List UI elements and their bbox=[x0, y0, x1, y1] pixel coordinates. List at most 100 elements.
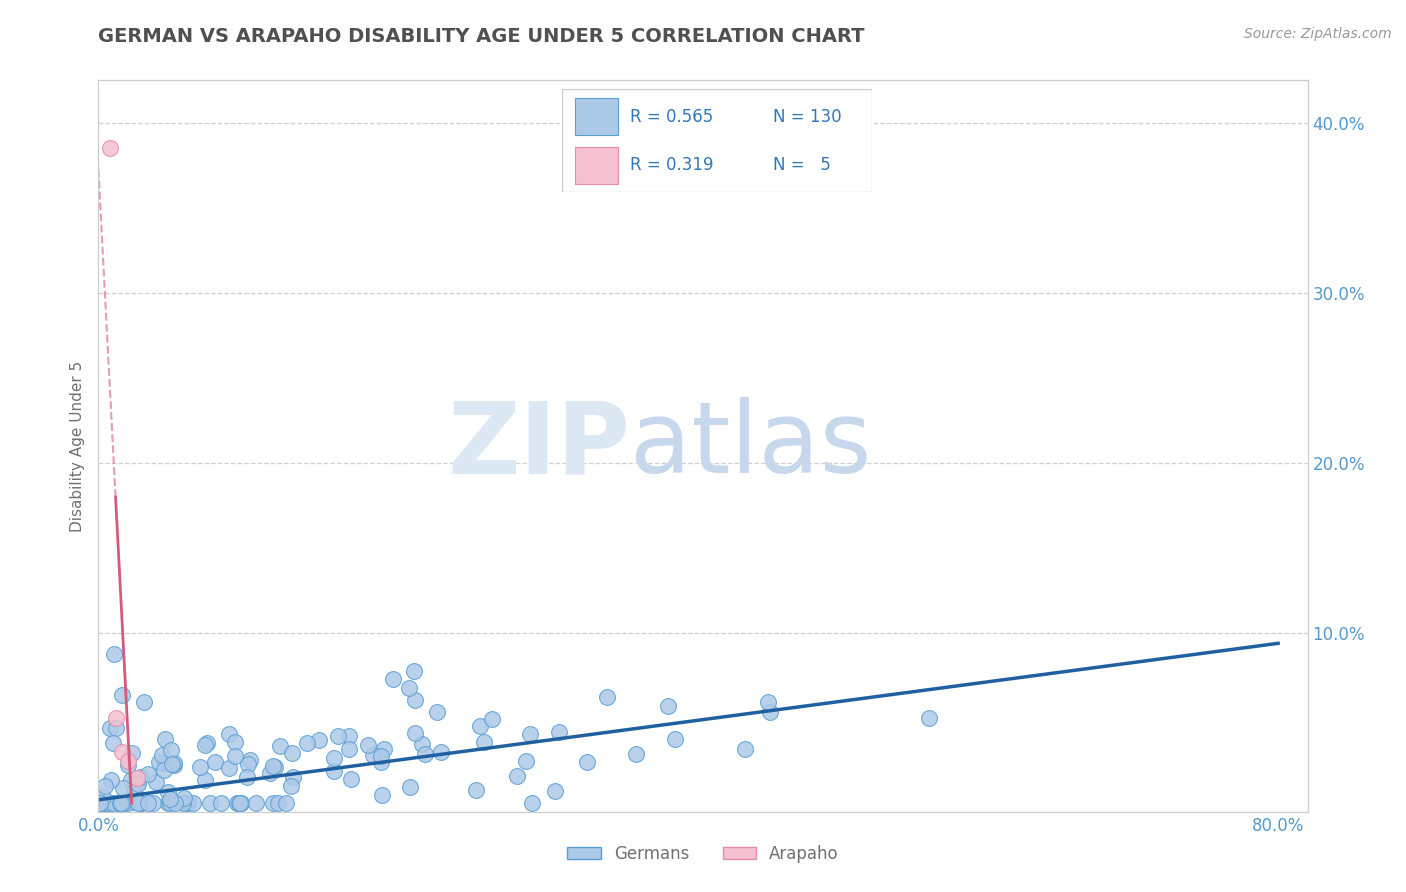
Point bbox=[177, 796, 200, 810]
Point bbox=[370, 755, 392, 769]
Point bbox=[404, 693, 426, 707]
Point bbox=[209, 796, 232, 810]
Point bbox=[198, 796, 221, 810]
Point bbox=[664, 731, 686, 746]
Point bbox=[262, 796, 284, 810]
Point bbox=[229, 796, 252, 810]
Point bbox=[127, 776, 149, 790]
Point bbox=[157, 796, 180, 810]
Point bbox=[156, 785, 179, 799]
Point bbox=[596, 690, 619, 704]
Point bbox=[465, 783, 488, 797]
Point bbox=[174, 796, 197, 810]
Point bbox=[269, 739, 291, 753]
Point bbox=[134, 695, 156, 709]
Point bbox=[160, 757, 183, 772]
Point bbox=[117, 758, 139, 772]
Point bbox=[225, 796, 247, 810]
Point bbox=[238, 757, 260, 772]
Point bbox=[125, 795, 148, 809]
FancyBboxPatch shape bbox=[575, 146, 619, 184]
Point bbox=[173, 791, 195, 805]
Point bbox=[136, 796, 159, 810]
Point bbox=[472, 735, 495, 749]
Point bbox=[218, 761, 240, 775]
Point bbox=[136, 767, 159, 781]
Point bbox=[481, 712, 503, 726]
Point bbox=[918, 711, 941, 725]
Point bbox=[323, 764, 346, 779]
Point bbox=[105, 711, 128, 725]
Point bbox=[121, 746, 143, 760]
Point bbox=[145, 775, 167, 789]
Point bbox=[229, 796, 252, 810]
FancyBboxPatch shape bbox=[562, 89, 872, 192]
Point bbox=[142, 796, 165, 810]
Point bbox=[218, 726, 240, 740]
Text: R = 0.565: R = 0.565 bbox=[630, 108, 714, 126]
Point bbox=[129, 796, 152, 810]
Point bbox=[295, 736, 318, 750]
Point bbox=[125, 771, 148, 785]
Point bbox=[245, 796, 267, 810]
Point bbox=[127, 776, 149, 790]
Point bbox=[129, 770, 152, 784]
Point bbox=[413, 747, 436, 761]
Point bbox=[224, 749, 246, 764]
Point bbox=[547, 724, 569, 739]
Point bbox=[110, 796, 132, 810]
Text: ZIP: ZIP bbox=[447, 398, 630, 494]
Point bbox=[181, 796, 204, 810]
Point bbox=[404, 726, 426, 740]
Point bbox=[195, 736, 218, 750]
Point bbox=[129, 796, 152, 810]
Point bbox=[148, 756, 170, 770]
Point bbox=[624, 747, 647, 761]
Point bbox=[153, 731, 176, 746]
Point bbox=[371, 789, 394, 803]
Point bbox=[89, 796, 111, 810]
Point bbox=[103, 796, 125, 810]
Point bbox=[267, 796, 290, 810]
Point bbox=[153, 756, 176, 770]
Point bbox=[165, 796, 187, 810]
Point bbox=[105, 721, 128, 735]
Point bbox=[281, 770, 304, 784]
Text: GERMAN VS ARAPAHO DISABILITY AGE UNDER 5 CORRELATION CHART: GERMAN VS ARAPAHO DISABILITY AGE UNDER 5… bbox=[98, 27, 865, 45]
Point bbox=[194, 772, 217, 787]
Point bbox=[115, 796, 138, 810]
Point bbox=[94, 796, 117, 810]
Point bbox=[404, 665, 426, 679]
Point bbox=[274, 796, 297, 810]
Text: R = 0.319: R = 0.319 bbox=[630, 156, 714, 174]
Point bbox=[337, 742, 360, 756]
Point bbox=[89, 796, 111, 810]
Point bbox=[224, 735, 246, 749]
Point bbox=[357, 738, 380, 752]
Point bbox=[93, 789, 115, 804]
Point bbox=[93, 779, 115, 793]
Point bbox=[100, 773, 122, 788]
Point bbox=[159, 796, 181, 810]
Point bbox=[120, 773, 142, 788]
Point bbox=[734, 741, 756, 756]
Text: Source: ZipAtlas.com: Source: ZipAtlas.com bbox=[1244, 27, 1392, 41]
Point bbox=[326, 729, 349, 743]
Point bbox=[308, 733, 330, 747]
Point bbox=[111, 745, 134, 759]
Point bbox=[91, 796, 114, 810]
Point bbox=[98, 721, 121, 735]
Point bbox=[107, 796, 129, 810]
Point bbox=[430, 745, 453, 759]
Point bbox=[239, 753, 262, 767]
Point bbox=[163, 756, 186, 770]
Text: N = 130: N = 130 bbox=[773, 108, 841, 126]
Point bbox=[340, 772, 363, 786]
Y-axis label: Disability Age Under 5: Disability Age Under 5 bbox=[70, 360, 86, 532]
Point bbox=[96, 796, 118, 810]
Point bbox=[426, 705, 449, 719]
Point bbox=[159, 742, 181, 756]
Point bbox=[322, 751, 344, 765]
Point bbox=[262, 758, 284, 772]
Legend: Germans, Arapaho: Germans, Arapaho bbox=[561, 838, 845, 869]
